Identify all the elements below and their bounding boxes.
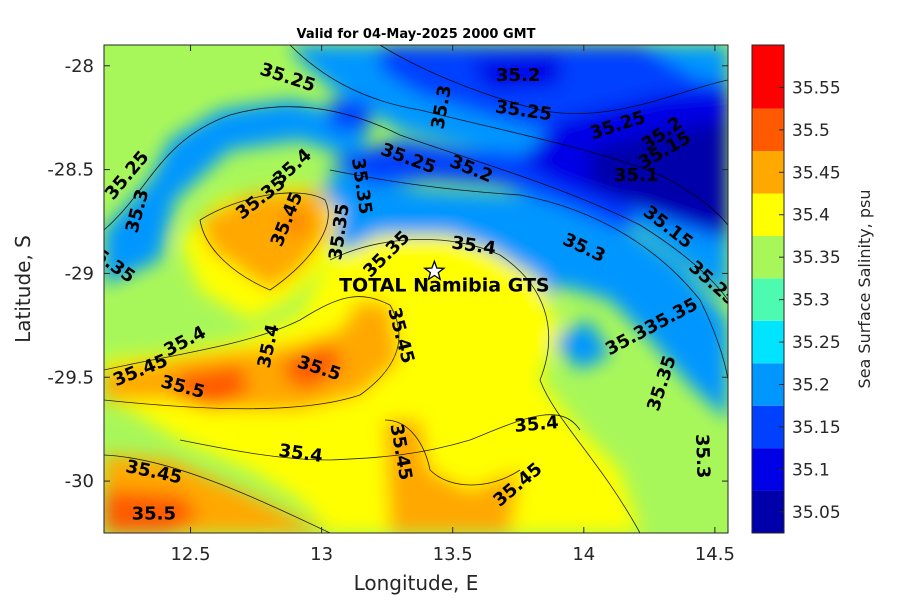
x-tick-label: 12.5 bbox=[170, 544, 210, 565]
contour-label: 35.2 bbox=[496, 65, 540, 86]
contour-label: 35.5 bbox=[132, 503, 176, 524]
region-35-3-west bbox=[104, 100, 370, 285]
contour-line-35-4-south bbox=[179, 414, 581, 461]
contour-line-35-15 bbox=[379, 45, 728, 114]
contour-line-35-35 bbox=[329, 239, 641, 533]
colorbar-frame bbox=[751, 44, 785, 534]
colorbar-label: Sea Surface Salinity, psu bbox=[855, 190, 874, 389]
colorbar-tick-label: 35.55 bbox=[792, 78, 841, 98]
contour-line-35-2 bbox=[289, 45, 728, 226]
region-35-1-north bbox=[470, 55, 560, 90]
x-tick-label: 14 bbox=[572, 544, 595, 565]
colorbar-segment bbox=[752, 235, 784, 279]
colorbar-tick-label: 35.3 bbox=[792, 291, 830, 311]
colorbar: 35.05 35.1 35.15 35.2 35.25 35.3 35.35 35.4 35.4… bbox=[751, 44, 841, 534]
colorbar-segment bbox=[752, 193, 784, 236]
colorbar-tick-label: 35.45 bbox=[792, 163, 841, 183]
x-axis-ticks: 12.5 13 13.5 14 14.5 bbox=[170, 45, 735, 565]
colorbar-tick-label: 35.25 bbox=[792, 333, 841, 353]
colorbar-segment bbox=[752, 320, 784, 364]
colorbar-segment bbox=[752, 490, 784, 533]
y-axis-label: Latitude, S bbox=[11, 235, 35, 343]
region-35-25-east bbox=[550, 320, 610, 370]
colorbar-segment bbox=[752, 363, 784, 406]
region-35-45-se bbox=[385, 420, 520, 533]
chart-title: Valid for 04-May-2025 2000 GMT bbox=[297, 27, 536, 42]
region-35-45-west bbox=[200, 190, 330, 290]
colorbar-tick-label: 35.5 bbox=[792, 121, 830, 141]
contour-line-35-25 bbox=[329, 169, 728, 381]
colorbar-segment bbox=[752, 108, 784, 152]
site-label: TOTAL Namibia GTS bbox=[339, 274, 550, 296]
colorbar-segment bbox=[752, 448, 784, 491]
colorbar-tick-label: 35.35 bbox=[792, 248, 841, 268]
salinity-regions bbox=[104, 45, 728, 533]
plot-frame bbox=[103, 44, 729, 534]
contour-line-35-45 bbox=[199, 192, 329, 291]
y-tick-label: -29 bbox=[65, 263, 94, 284]
x-axis-label: Longitude, E bbox=[354, 571, 479, 595]
region-35-5-a bbox=[175, 365, 250, 410]
y-tick-label: -29.5 bbox=[47, 367, 94, 388]
colorbar-segment bbox=[752, 278, 784, 321]
colorbar-segment bbox=[752, 151, 784, 194]
contour-label: 35.1 bbox=[614, 165, 658, 186]
contour-line-35-45-sw bbox=[104, 454, 331, 533]
x-tick-label: 13.5 bbox=[433, 544, 473, 565]
contour-line-35-4 bbox=[104, 296, 400, 410]
contour-line-35-3 bbox=[104, 106, 728, 301]
region-35-2-band bbox=[330, 140, 640, 230]
colorbar-tick-label: 35.2 bbox=[792, 375, 830, 395]
contour-label: 35.4 bbox=[514, 412, 560, 437]
y-tick-label: -28.5 bbox=[47, 160, 94, 181]
site-marker: TOTAL Namibia GTS bbox=[339, 259, 550, 296]
y-axis-ticks: -28 -28.5 -29 -29.5 -30 bbox=[47, 56, 728, 492]
site-star-icon bbox=[422, 259, 446, 281]
x-tick-label: 13 bbox=[310, 544, 333, 565]
contour-line-35-45-se bbox=[384, 419, 521, 486]
colorbar-tick-label: 35.05 bbox=[792, 503, 841, 523]
colorbar-segment bbox=[752, 45, 784, 109]
region-35-5-d bbox=[283, 214, 308, 236]
colorbar-tick-label: 35.15 bbox=[792, 418, 841, 438]
colorbar-tick-label: 35.1 bbox=[792, 460, 830, 480]
region-35-5-b bbox=[285, 345, 345, 390]
colorbar-tick-label: 35.4 bbox=[792, 206, 830, 226]
colorbar-segment bbox=[752, 405, 784, 449]
y-tick-label: -28 bbox=[65, 56, 94, 77]
x-tick-label: 14.5 bbox=[695, 544, 735, 565]
contour-label: 35.3 bbox=[691, 434, 714, 479]
y-tick-label: -30 bbox=[65, 471, 94, 492]
region-35-5-c bbox=[104, 490, 200, 533]
